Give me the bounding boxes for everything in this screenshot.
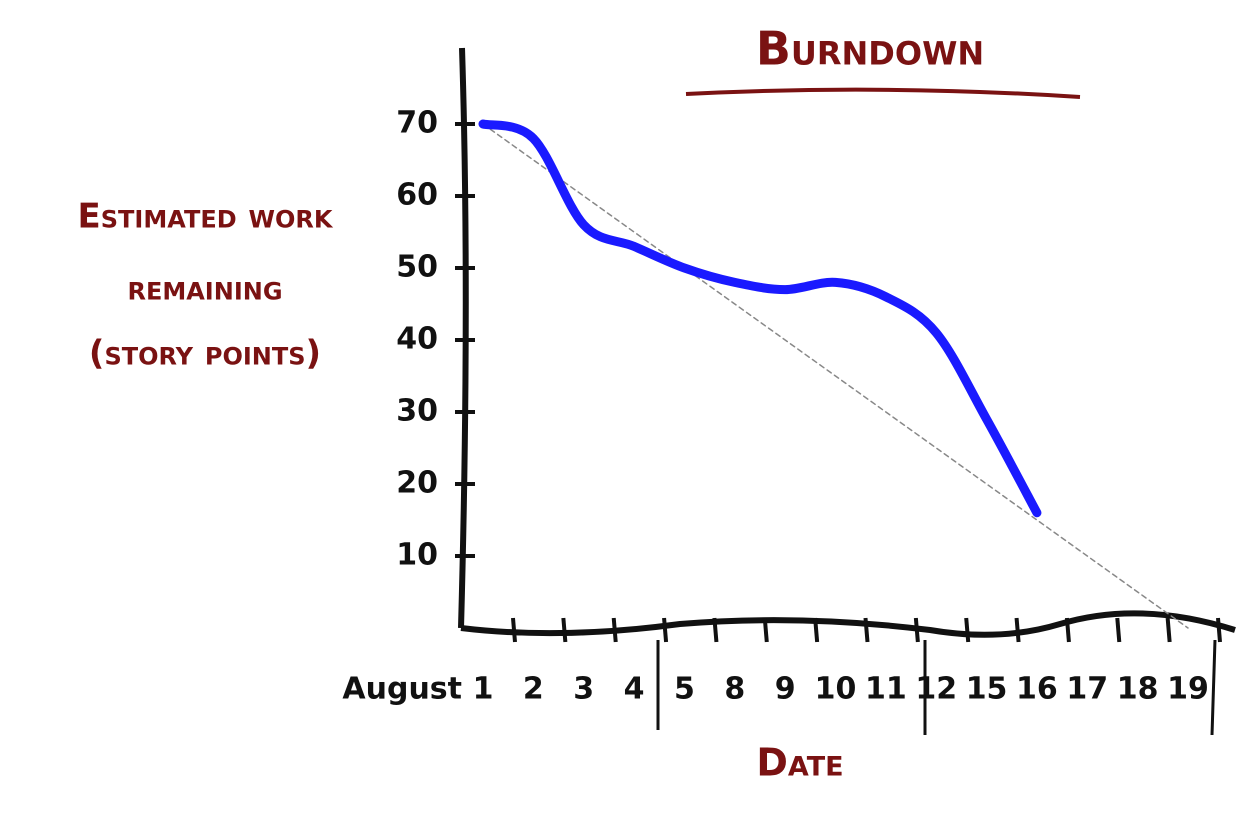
x-tick-label: 18 (1117, 672, 1159, 707)
chart-title: Burndown (756, 22, 984, 76)
x-tick (611, 617, 618, 643)
x-tick (561, 617, 568, 643)
x-tick-label: 19 (1167, 672, 1209, 707)
y-axis-label: remaining (127, 269, 282, 309)
x-prefix: August (342, 672, 462, 707)
burndown-line (478, 119, 1042, 518)
x-tick-label: 11 (865, 672, 907, 707)
y-tick-label: 70 (396, 106, 438, 141)
y-axis (458, 47, 469, 629)
y-axis-label: (story points) (89, 334, 321, 374)
y-axis-label: Estimated work (78, 197, 334, 237)
y-tick-label: 30 (396, 394, 438, 429)
x-tick (712, 617, 719, 643)
x-tick-label: 17 (1066, 672, 1108, 707)
x-tick (1014, 617, 1021, 643)
x-tick-label: 10 (815, 672, 857, 707)
x-tick-label: 1 (473, 672, 494, 707)
x-tick-label: 8 (724, 672, 745, 707)
x-tick (511, 617, 517, 643)
y-tick-label: 10 (396, 538, 438, 573)
x-tick (813, 617, 820, 643)
week-divider (1210, 639, 1217, 736)
title-underline (685, 87, 1081, 99)
x-tick (1115, 617, 1122, 643)
y-tick-label: 40 (396, 322, 438, 357)
y-tick-label: 50 (396, 250, 438, 285)
x-tick (762, 617, 769, 643)
x-tick (913, 617, 920, 643)
x-tick-label: 2 (523, 672, 544, 707)
x-tick-label: 5 (674, 672, 695, 707)
x-tick (1165, 617, 1172, 643)
x-tick (964, 617, 971, 643)
x-tick (1216, 617, 1222, 643)
x-tick-label: 15 (966, 672, 1008, 707)
x-tick-label: 12 (915, 672, 957, 707)
ideal-line (482, 123, 1189, 629)
x-tick (1064, 617, 1071, 643)
x-tick-label: 4 (624, 672, 645, 707)
x-axis-label: Date (756, 741, 843, 785)
x-tick-label: 9 (775, 672, 796, 707)
x-axis (460, 610, 1236, 638)
y-tick-label: 60 (396, 178, 438, 213)
x-tick-label: 3 (573, 672, 594, 707)
x-tick (662, 617, 669, 643)
x-tick (863, 617, 870, 643)
y-tick-label: 20 (396, 466, 438, 501)
x-tick-label: 16 (1016, 672, 1058, 707)
